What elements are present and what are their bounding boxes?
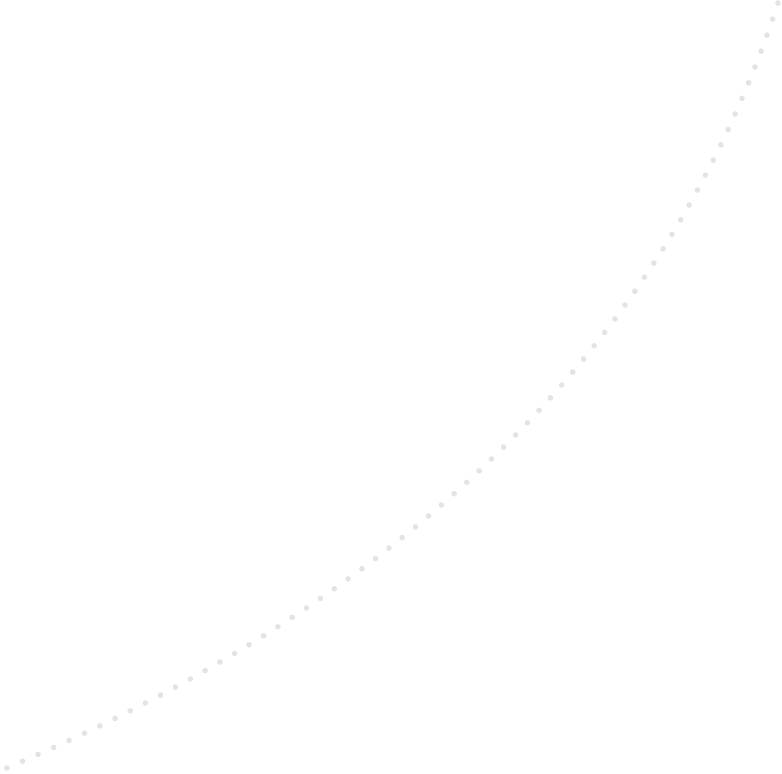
dotted-arc-decoration xyxy=(0,0,781,773)
dotted-arc-path xyxy=(0,0,781,773)
